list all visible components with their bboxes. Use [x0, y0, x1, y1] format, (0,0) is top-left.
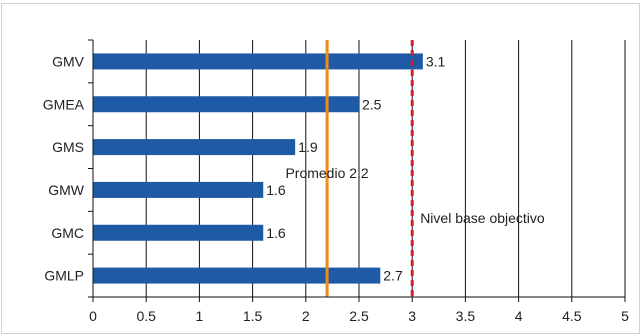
- data-label: 1.6: [266, 225, 286, 241]
- x-tick-label: 4.5: [562, 308, 582, 324]
- labels: 0 0.5 1 1.5 2 2.5 3 3.5 4 4.5 5 GMV 3.1 GMEA 2.5 GMS 1.9…: [43, 53, 629, 324]
- category-label: GMV: [52, 53, 85, 69]
- category-label: GMEA: [43, 96, 85, 112]
- data-label: 2.7: [383, 268, 403, 284]
- bar: [93, 224, 264, 241]
- x-tick-label: 4: [515, 308, 523, 324]
- data-label: 1.6: [266, 182, 286, 198]
- axes: [88, 39, 626, 302]
- average-label: Promedio 2.2: [285, 165, 368, 181]
- bar: [93, 267, 381, 284]
- x-tick-label: 2.5: [349, 308, 369, 324]
- x-tick-label: 0.5: [136, 308, 156, 324]
- x-tick-label: 3.5: [456, 308, 476, 324]
- chart-frame: 0 0.5 1 1.5 2 2.5 3 3.5 4 4.5 5 GMV 3.1 GMEA 2.5 GMS 1.9…: [1, 3, 640, 334]
- bar: [93, 181, 264, 198]
- category-label: GMLP: [44, 268, 84, 284]
- data-label: 2.5: [362, 96, 382, 112]
- x-tick-label: 0: [89, 308, 97, 324]
- category-label: GMC: [51, 225, 84, 241]
- target-level-label: Nivel base objectivo: [420, 210, 545, 226]
- reference-lines: [325, 40, 414, 297]
- grid-lines: [145, 40, 626, 297]
- x-tick-label: 5: [621, 308, 629, 324]
- x-tick-label: 1.5: [243, 308, 263, 324]
- category-label: GMW: [48, 182, 85, 198]
- bars: [93, 53, 423, 284]
- bar: [93, 53, 423, 70]
- bar: [93, 139, 296, 156]
- bar: [93, 96, 359, 113]
- data-label: 3.1: [426, 53, 446, 69]
- x-tick-label: 1: [196, 308, 204, 324]
- category-label: GMS: [52, 139, 84, 155]
- data-label: 1.9: [298, 139, 318, 155]
- x-tick-label: 3: [408, 308, 416, 324]
- bar-chart: 0 0.5 1 1.5 2 2.5 3 3.5 4 4.5 5 GMV 3.1 GMEA 2.5 GMS 1.9…: [43, 39, 629, 324]
- x-tick-label: 2: [302, 308, 310, 324]
